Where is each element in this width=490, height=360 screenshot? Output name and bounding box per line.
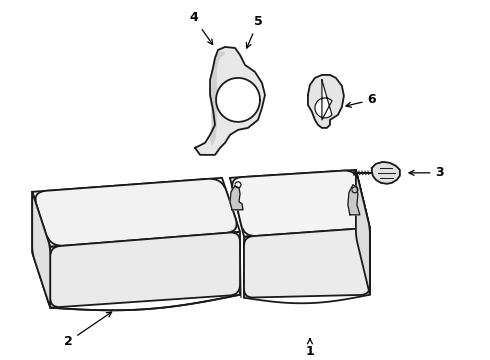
Text: 2: 2 [64,312,112,348]
Polygon shape [32,178,240,247]
Polygon shape [315,80,332,120]
Polygon shape [195,47,265,155]
Polygon shape [372,162,400,184]
Polygon shape [50,232,240,308]
Text: 4: 4 [190,12,213,45]
Text: 5: 5 [246,15,262,48]
PathPatch shape [35,179,237,246]
Text: 6: 6 [346,93,376,107]
Polygon shape [348,185,360,215]
Text: 1: 1 [306,339,314,358]
PathPatch shape [232,171,368,236]
PathPatch shape [50,233,240,307]
Polygon shape [216,78,260,122]
Polygon shape [244,295,370,307]
Polygon shape [210,52,225,145]
Polygon shape [356,170,370,295]
Polygon shape [230,170,370,237]
PathPatch shape [356,173,370,292]
Polygon shape [308,75,344,128]
PathPatch shape [244,228,370,297]
Polygon shape [32,192,50,308]
PathPatch shape [32,195,50,305]
Polygon shape [244,228,370,298]
Polygon shape [230,186,243,210]
Polygon shape [50,295,240,318]
Text: 3: 3 [409,166,444,179]
